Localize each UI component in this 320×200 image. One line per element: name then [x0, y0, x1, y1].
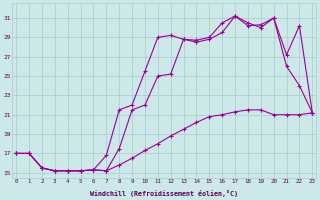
X-axis label: Windchill (Refroidissement éolien,°C): Windchill (Refroidissement éolien,°C) — [90, 190, 238, 197]
